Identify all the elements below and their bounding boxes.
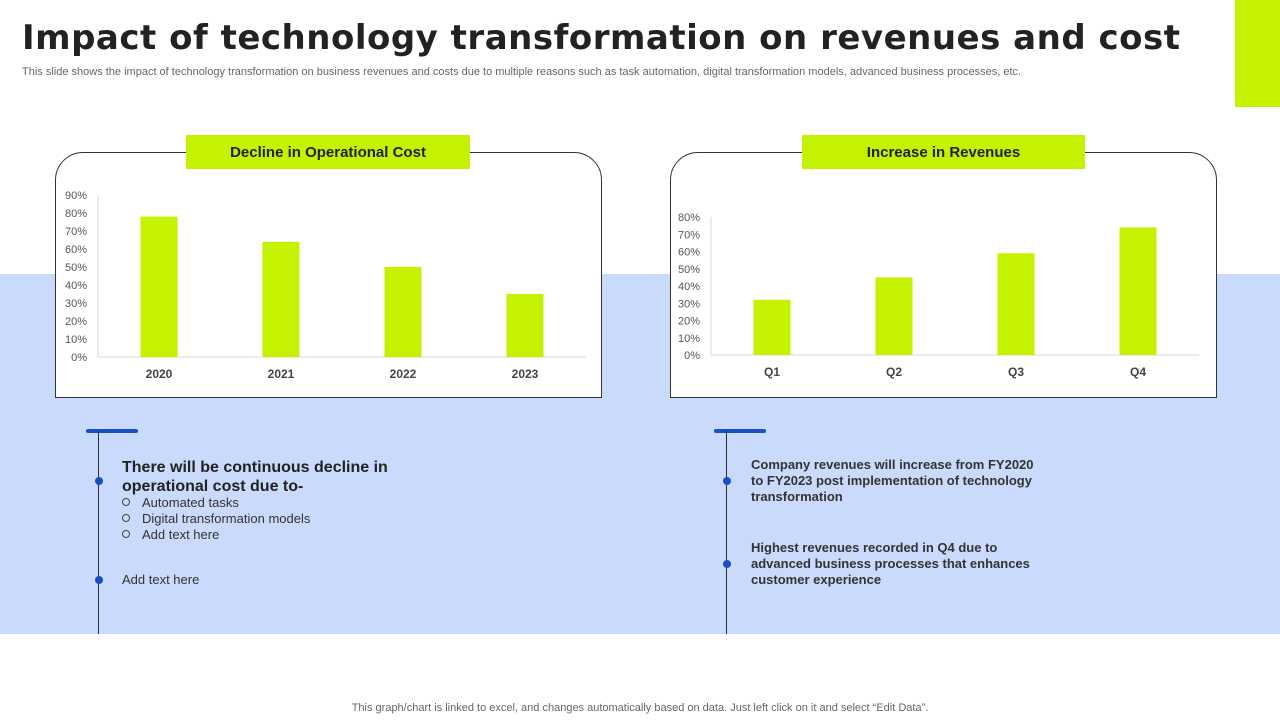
y-tick-label: 0% <box>684 350 700 362</box>
revenue-chart[interactable]: 0% 10% 20% 30% 40% 50% 60% 70% 80% Q1 Q2 Q3 Q4 <box>671 153 1216 397</box>
bar-2023 <box>506 294 544 357</box>
operational-cost-chart[interactable]: 0% 10% 20% 30% 40% 50% 60% 70% 80% 90% 2020 2021 202… <box>56 153 601 397</box>
left-timeline-line <box>98 431 99 634</box>
cost-reasons-list: Automated tasks Digital transformation m… <box>122 495 310 543</box>
bullet-circle-icon <box>122 498 130 506</box>
y-tick-label: 60% <box>65 244 87 256</box>
left-timeline-cap <box>86 429 138 433</box>
y-tick-label: 40% <box>678 281 700 293</box>
x-tick-label: Q2 <box>886 365 902 379</box>
left-timeline-dot-1 <box>95 477 103 485</box>
y-tick-label: 10% <box>65 334 87 346</box>
x-tick-label: 2023 <box>512 367 539 381</box>
y-tick-label: 20% <box>65 316 87 328</box>
x-tick-label: Q3 <box>1008 365 1024 379</box>
y-tick-label: 60% <box>678 247 700 259</box>
x-tick-label: 2022 <box>390 367 417 381</box>
bar-2022 <box>384 267 422 357</box>
y-tick-label: 20% <box>678 316 700 328</box>
x-tick-label: Q4 <box>1130 365 1146 379</box>
list-item: Automated tasks <box>122 495 310 511</box>
corner-accent <box>1235 0 1280 107</box>
y-tick-label: 10% <box>678 333 700 345</box>
operational-cost-card: 0% 10% 20% 30% 40% 50% 60% 70% 80% 90% 2020 2021 202… <box>55 152 602 398</box>
left-extra-text: Add text here <box>122 572 200 587</box>
bar-q4 <box>1119 227 1157 355</box>
right-timeline-cap <box>714 429 766 433</box>
footer-note: This graph/chart is linked to excel, and… <box>351 702 929 714</box>
bar-q3 <box>997 253 1035 355</box>
y-tick-label: 70% <box>65 226 87 238</box>
revenue-card: 0% 10% 20% 30% 40% 50% 60% 70% 80% Q1 Q2 Q3 Q4 <box>670 152 1217 398</box>
y-tick-label: 40% <box>65 280 87 292</box>
list-item: Digital transformation models <box>122 511 310 527</box>
revenue-point-2: Highest revenues recorded in Q4 due to a… <box>751 540 1030 587</box>
bar-2020 <box>140 216 178 357</box>
y-tick-label: 80% <box>678 212 700 224</box>
x-tick-label: 2020 <box>146 367 173 381</box>
bar-q1 <box>753 299 791 355</box>
right-timeline-dot-1 <box>723 477 731 485</box>
x-tick-label: Q1 <box>764 365 780 379</box>
bullet-circle-icon <box>122 514 130 522</box>
bar-q2 <box>875 277 913 355</box>
revenue-point-1: Company revenues will increase from FY20… <box>751 457 1034 504</box>
right-timeline-dot-2 <box>723 560 731 568</box>
page-title: Impact of technology transformation on r… <box>22 18 1181 58</box>
y-tick-label: 0% <box>71 352 87 364</box>
left-timeline-dot-2 <box>95 576 103 584</box>
bullet-circle-icon <box>122 530 130 538</box>
revenue-label: Increase in Revenues <box>802 135 1085 169</box>
list-item: Add text here <box>122 527 310 543</box>
x-tick-label: 2021 <box>268 367 295 381</box>
right-timeline-line <box>726 431 727 634</box>
bar-2021 <box>262 241 300 357</box>
y-tick-label: 50% <box>65 262 87 274</box>
y-tick-label: 50% <box>678 264 700 276</box>
y-tick-label: 90% <box>65 190 87 202</box>
y-tick-label: 80% <box>65 208 87 220</box>
page-subtitle: This slide shows the impact of technolog… <box>22 66 1022 78</box>
y-tick-label: 30% <box>678 298 700 310</box>
cost-decline-heading: There will be continuous decline in oper… <box>122 459 388 495</box>
y-tick-label: 30% <box>65 298 87 310</box>
operational-cost-label: Decline in Operational Cost <box>186 135 470 169</box>
y-tick-label: 70% <box>678 229 700 241</box>
